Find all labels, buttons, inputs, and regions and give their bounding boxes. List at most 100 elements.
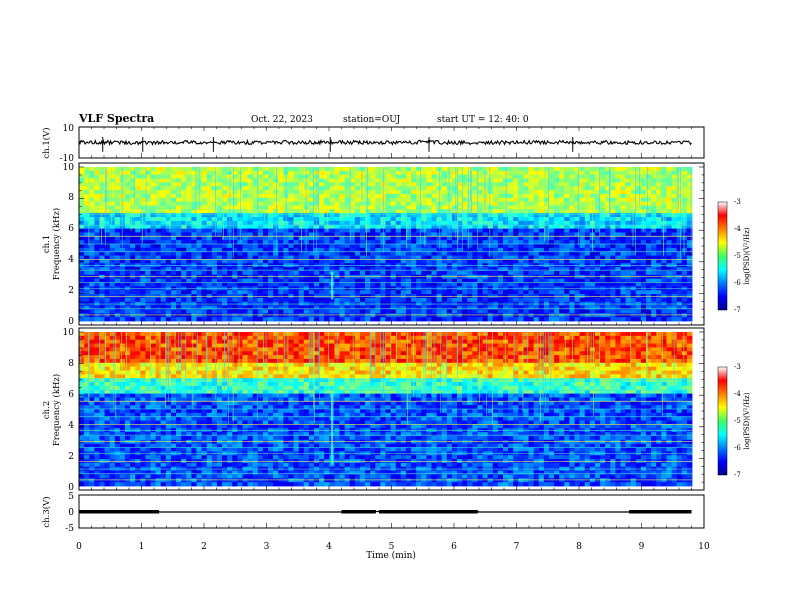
spectrogram-cell xyxy=(176,275,182,279)
spectrogram-cell xyxy=(314,313,320,317)
spectrogram-cell xyxy=(294,271,300,275)
spectrogram-cell xyxy=(222,213,228,217)
spectrogram-cell xyxy=(268,267,274,271)
spectrogram-cell xyxy=(651,290,657,294)
spectrogram-cell xyxy=(539,244,545,248)
spectrogram-cell xyxy=(554,190,560,194)
spectrogram-cell xyxy=(462,275,468,279)
spectrogram-cell xyxy=(431,213,437,217)
spectrogram-cell xyxy=(498,194,504,198)
spectrogram-cell xyxy=(360,206,366,210)
spectrogram-cell xyxy=(554,309,560,313)
spectrogram-cell xyxy=(626,221,632,225)
spectrogram-cell xyxy=(426,309,432,313)
spectrogram-cell xyxy=(554,198,560,202)
spectrogram-cell xyxy=(682,290,688,294)
spectrogram-cell xyxy=(186,206,192,210)
figure-title: VLF Spectra xyxy=(78,112,154,125)
spectrogram-cell xyxy=(248,167,254,171)
spectrogram-cell xyxy=(483,267,489,271)
spectrogram-cell xyxy=(263,313,269,317)
spectrogram-cell xyxy=(401,179,407,183)
spectrogram-cell xyxy=(345,229,351,233)
spectrogram-cell xyxy=(299,271,305,275)
spectrogram-cell xyxy=(411,202,417,206)
spectrogram-cell xyxy=(166,213,172,217)
spectrogram-cell xyxy=(125,309,131,313)
spectrogram-cell xyxy=(610,206,616,210)
spectrogram-cell xyxy=(329,179,335,183)
spectrogram-cell xyxy=(523,259,529,263)
spectrogram-cell xyxy=(263,221,269,225)
spectrogram-cell xyxy=(411,182,417,186)
spectrogram-cell xyxy=(273,317,279,321)
spectrogram-cell xyxy=(534,175,540,179)
spectrogram-cell xyxy=(202,190,208,194)
spectrogram-cell xyxy=(319,186,325,190)
spectrogram-cell xyxy=(391,206,397,210)
spectrogram-cell xyxy=(365,229,371,233)
spectrogram-cell xyxy=(534,236,540,240)
spectrogram-cell xyxy=(319,267,325,271)
spectrogram-cell xyxy=(217,259,223,263)
spectrogram-cell xyxy=(620,271,626,275)
spectrogram-cell xyxy=(263,194,269,198)
spectrogram-cell xyxy=(232,259,238,263)
spectrogram-cell xyxy=(125,306,131,310)
spectrogram-cell xyxy=(677,179,683,183)
spectrogram-cell xyxy=(375,244,381,248)
spectrogram-cell xyxy=(416,209,422,213)
spectrogram-cell xyxy=(610,236,616,240)
spectrogram-cell xyxy=(329,229,335,233)
spectrogram-cell xyxy=(161,306,167,310)
spectrogram-cell xyxy=(345,194,351,198)
spectrogram-cell xyxy=(477,206,483,210)
spectrogram-cell xyxy=(610,182,616,186)
spectrogram-cell xyxy=(273,221,279,225)
spectrogram-cell xyxy=(156,186,162,190)
spectrogram-cell xyxy=(666,229,672,233)
spectrogram-cell xyxy=(641,283,647,287)
spectrogram-cell xyxy=(503,259,509,263)
spectrogram-cell xyxy=(452,290,458,294)
spectrogram-cell xyxy=(575,229,581,233)
spectrogram-cell xyxy=(166,221,172,225)
spectrogram-cell xyxy=(105,290,111,294)
spectrogram-cell xyxy=(176,252,182,256)
spectrogram-cell xyxy=(600,213,606,217)
spectrogram-cell xyxy=(222,298,228,302)
spectrogram-cell xyxy=(631,259,637,263)
spectrogram-cell xyxy=(534,182,540,186)
spectrogram-cell xyxy=(534,306,540,310)
ch1-waveform-ylabel: ch.1(V) xyxy=(41,127,52,158)
spectrogram-cell xyxy=(646,229,652,233)
spectrogram-cell xyxy=(176,182,182,186)
spectrogram-cell xyxy=(421,275,427,279)
spectrogram-cell xyxy=(288,190,294,194)
spectrogram-cell xyxy=(380,186,386,190)
spectrogram-cell xyxy=(370,209,376,213)
spectrogram-cell xyxy=(110,190,116,194)
spectrogram-cell xyxy=(646,283,652,287)
spectrogram-cell xyxy=(166,252,172,256)
spectrogram-cell xyxy=(493,190,499,194)
spectrogram-cell xyxy=(319,306,325,310)
spectrogram-cell xyxy=(661,271,667,275)
spectrogram-cell xyxy=(518,313,524,317)
spectrogram-cell xyxy=(334,221,340,225)
spectrogram-cell xyxy=(248,179,254,183)
spectrogram-cell xyxy=(426,202,432,206)
spectrogram-cell xyxy=(421,194,427,198)
spectrogram-cell xyxy=(288,221,294,225)
spectrogram-cell xyxy=(340,198,346,202)
spectrogram-cell xyxy=(483,236,489,240)
spectrogram-cell xyxy=(620,244,626,248)
spectrogram-cell xyxy=(273,309,279,313)
spectrogram-cell xyxy=(99,194,105,198)
spectrogram-cell xyxy=(242,198,248,202)
spectrogram-cell xyxy=(503,275,509,279)
spectrogram-cell xyxy=(431,309,437,313)
spectrogram-cell xyxy=(176,217,182,221)
spectrogram-cell xyxy=(447,213,453,217)
spectrogram-cell xyxy=(355,167,361,171)
